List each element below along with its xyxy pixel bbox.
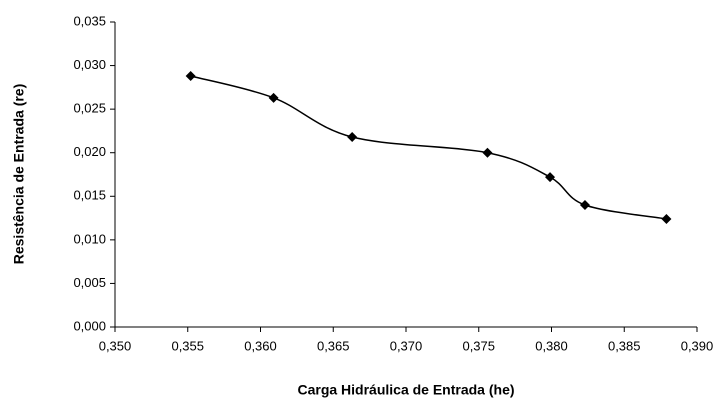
x-axis-label: Carga Hidráulica de Entrada (he) (297, 382, 514, 398)
x-tick-label: 0,355 (171, 338, 204, 353)
data-point (545, 172, 556, 183)
y-tick-label: 0,025 (73, 101, 106, 116)
y-tick-label: 0,010 (73, 231, 106, 246)
data-point (661, 213, 672, 224)
y-tick-label: 0,015 (73, 188, 106, 203)
data-point (347, 132, 358, 143)
x-tick-label: 0,375 (462, 338, 495, 353)
x-tick-label: 0,350 (99, 338, 132, 353)
x-tick-label: 0,365 (317, 338, 350, 353)
x-tick-label: 0,380 (535, 338, 568, 353)
x-tick-label: 0,390 (681, 338, 714, 353)
y-tick-label: 0,030 (73, 57, 106, 72)
x-tick-label: 0,385 (608, 338, 641, 353)
data-point (268, 92, 279, 103)
x-tick-label: 0,360 (244, 338, 277, 353)
y-tick-label: 0,005 (73, 275, 106, 290)
y-tick-label: 0,035 (73, 13, 106, 28)
series-line (190, 75, 667, 220)
data-point (482, 147, 493, 158)
y-tick-label: 0,020 (73, 144, 106, 159)
data-point (579, 200, 590, 210)
y-axis-label: Resistência de Entrada (re) (11, 84, 27, 265)
x-tick-label: 0,370 (390, 338, 423, 353)
y-tick-label: 0,000 (73, 318, 106, 333)
data-point (185, 71, 196, 82)
